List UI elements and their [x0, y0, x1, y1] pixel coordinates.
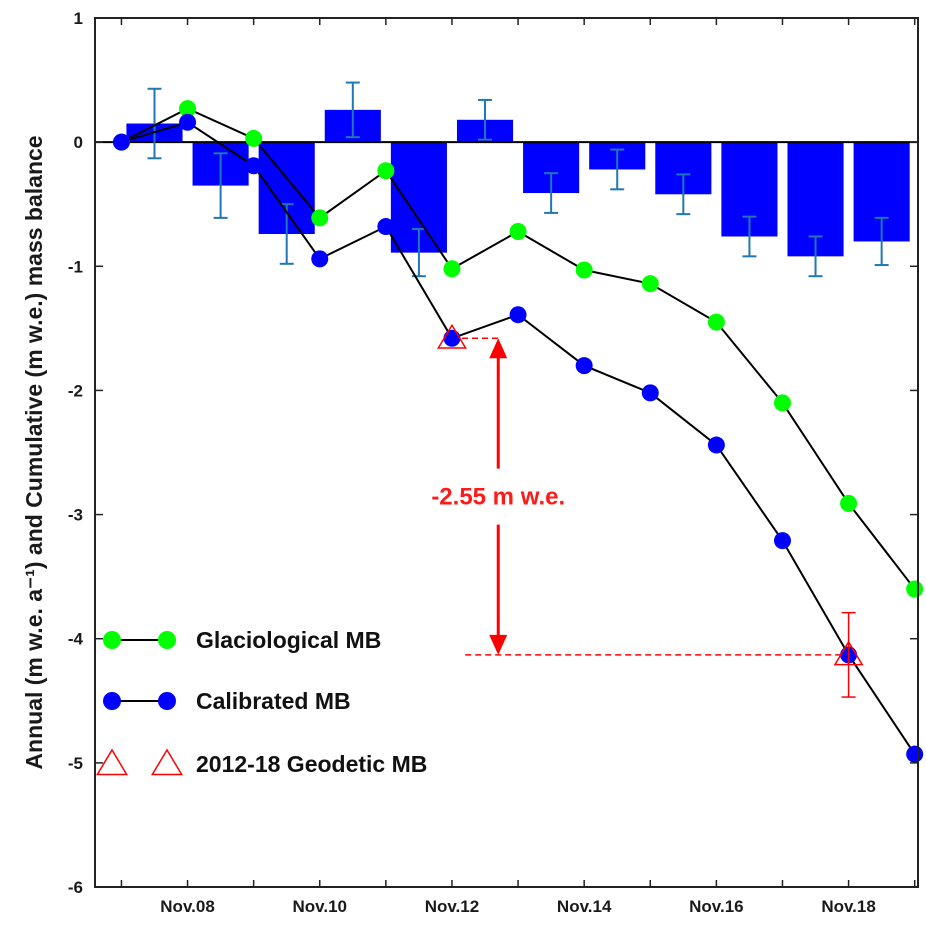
- glaciological-point: [179, 100, 197, 118]
- calibrated-point: [377, 218, 395, 236]
- legend-geodetic-label: 2012-18 Geodetic MB: [196, 751, 427, 777]
- difference-label: -2.55 m w.e.: [431, 484, 565, 511]
- y-tick-label: -5: [68, 754, 83, 773]
- glaciological-point: [575, 261, 593, 279]
- glaciological-point: [443, 260, 461, 278]
- glaciological-point: [509, 223, 527, 241]
- glaciological-point: [641, 275, 659, 293]
- difference-arrow: [489, 338, 508, 655]
- legend-geodetic-marker: [95, 748, 129, 776]
- calibrated-point: [443, 329, 461, 347]
- y-tick-label: 1: [74, 9, 83, 28]
- x-tick-label: Nov.10: [293, 897, 348, 916]
- x-tick-label: Nov.08: [160, 897, 215, 916]
- legend-calibrated-marker: [103, 692, 121, 710]
- glaciological-point: [377, 162, 395, 180]
- axis-ticks: 1 0 -1 -2 -3 -4 -5 -6 Nov.08 Nov.10 Nov.12 Nov.14 No…: [68, 9, 918, 916]
- geodetic-markers: [436, 323, 864, 698]
- legend: Glaciological MB Calibrated MB 2012-18 Geo…: [95, 627, 427, 777]
- arrow-head-up: [489, 338, 508, 359]
- calibrated-point: [906, 745, 924, 763]
- glaciological-point: [245, 129, 263, 147]
- annual-error-bars: [147, 81, 889, 278]
- reference-lines: [451, 337, 849, 656]
- glaciological-point: [840, 494, 858, 512]
- glaciological-point: [707, 313, 725, 331]
- geodetic-triangle: [436, 323, 467, 349]
- calibrated-point: [773, 532, 791, 550]
- x-tick-label: Nov.16: [689, 897, 744, 916]
- y-tick-label: -6: [68, 878, 83, 897]
- geodetic-triangle: [833, 640, 864, 666]
- glaciological-point: [773, 394, 791, 412]
- legend-calibrated-label: Calibrated MB: [196, 688, 351, 714]
- x-tick-label: Nov.12: [425, 897, 480, 916]
- calibrated-point: [311, 250, 329, 268]
- legend-calibrated-marker: [158, 692, 176, 710]
- calibrated-point: [245, 157, 263, 175]
- calibrated-point: [641, 384, 659, 402]
- legend-glaciological-marker: [103, 631, 121, 649]
- y-tick-label: 0: [74, 133, 83, 152]
- y-tick-label: -4: [68, 630, 84, 649]
- arrow-head-down: [489, 634, 508, 655]
- x-tick-label: Nov.18: [821, 897, 876, 916]
- y-tick-label: -1: [68, 257, 83, 276]
- x-tick-label: Nov.14: [557, 897, 612, 916]
- calibrated-point: [179, 113, 197, 131]
- legend-glaciological-marker: [158, 631, 176, 649]
- legend-glaciological-label: Glaciological MB: [196, 627, 381, 653]
- y-tick-label: -2: [68, 381, 83, 400]
- glaciological-point: [906, 580, 924, 598]
- calibrated-point: [509, 306, 527, 324]
- calibrated-point: [112, 133, 130, 151]
- calibrated-point: [575, 357, 593, 375]
- calibrated-point: [707, 436, 725, 454]
- glaciological-point: [311, 209, 329, 227]
- y-tick-label: -3: [68, 506, 83, 525]
- y-axis-label: Annual (m w.e. a⁻¹) and Cumulative (m w.…: [21, 135, 47, 769]
- legend-geodetic-marker: [150, 748, 184, 776]
- plot-frame: [94, 17, 919, 888]
